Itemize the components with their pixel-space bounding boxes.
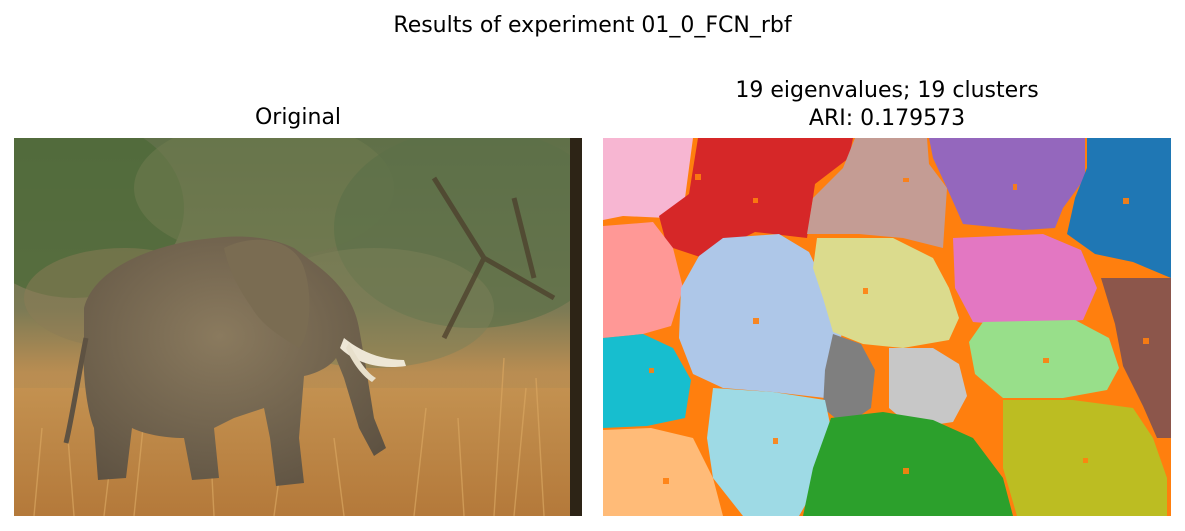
segmentation-title-line2: ARI: 0.179573: [808, 106, 966, 131]
original-panel-title: Original: [254, 105, 342, 130]
segmentation-map: [603, 138, 1171, 516]
segmentation-image: [603, 138, 1171, 516]
figure-suptitle: Results of experiment 01_0_FCN_rbf: [393, 13, 792, 38]
original-image: [14, 138, 582, 516]
segmentation-panel-title: 19 eigenvalues; 19 clusters ARI: 0.17957…: [603, 77, 1171, 133]
elephant-photo: [14, 138, 582, 516]
segmentation-title-line1: 19 eigenvalues; 19 clusters: [735, 78, 1039, 103]
elephant: [63, 236, 406, 486]
